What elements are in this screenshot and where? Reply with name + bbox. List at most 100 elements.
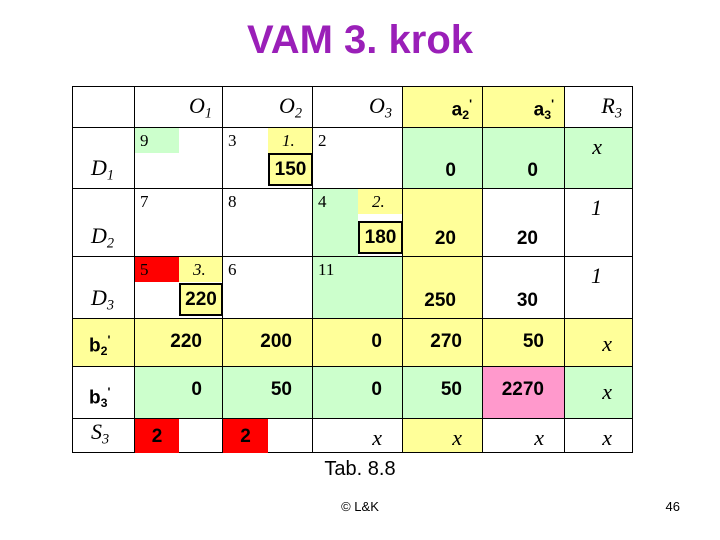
- table-cell: 4 2. 180: [312, 188, 403, 257]
- cell-value: 20: [516, 228, 538, 249]
- footer: © L&K: [341, 499, 379, 514]
- label-sup: ': [107, 384, 111, 399]
- cost: 7: [140, 192, 149, 211]
- cell-value: 1: [591, 195, 602, 220]
- column-header: O3: [369, 93, 392, 122]
- table-cell: R3: [564, 86, 633, 128]
- label-sup: ': [551, 97, 554, 111]
- red-cell: 2: [135, 419, 179, 453]
- label-base: O: [188, 93, 205, 118]
- cell-value: 30: [516, 290, 538, 311]
- cell-value: x: [602, 425, 612, 450]
- row-label: b2': [89, 333, 110, 358]
- red-cell: 2: [223, 419, 268, 453]
- row-label: D2: [91, 223, 114, 252]
- cost: 2: [318, 131, 327, 150]
- cost-cell: 4: [313, 189, 358, 214]
- table-cell: 0: [402, 127, 483, 189]
- table-cell: 2: [312, 127, 403, 189]
- order-cell: 2.: [358, 189, 403, 214]
- table-cell: 50: [402, 366, 483, 419]
- cost-cell: 2: [313, 128, 358, 153]
- table-cell: 0: [134, 366, 223, 419]
- amount-cell: 220: [179, 283, 223, 316]
- cost: 4: [318, 192, 327, 211]
- table-cell: 2: [134, 418, 223, 453]
- cost: 11: [318, 260, 335, 279]
- table-cell: 0: [482, 127, 565, 189]
- label-sub: 3: [106, 297, 115, 313]
- label-sup: ': [469, 97, 472, 111]
- label-sub: 1: [106, 167, 115, 183]
- table-cell: 11: [312, 256, 403, 319]
- cost-cell: 7: [135, 189, 179, 214]
- column-header: a3': [534, 97, 554, 122]
- table-cell: D1: [72, 127, 135, 189]
- label-sub: 3: [384, 105, 392, 122]
- table-cell: S3: [72, 418, 135, 453]
- label-sub: 2: [106, 235, 115, 251]
- row-label: S3: [91, 419, 109, 448]
- table-cell: x: [482, 418, 565, 453]
- table-cell: 20: [402, 188, 483, 257]
- order: 3.: [193, 260, 206, 279]
- table-cell: 200: [222, 318, 313, 367]
- label-sub: 3: [102, 431, 110, 447]
- cost: 8: [228, 192, 237, 211]
- column-header: O1: [189, 93, 212, 122]
- cell-value: 200: [260, 331, 292, 352]
- cell-value: x: [372, 425, 382, 450]
- table-cell: 3 1. 150: [222, 127, 313, 189]
- table-cell: O1: [134, 86, 223, 128]
- table-cell: 9: [134, 127, 223, 189]
- label-base: O: [278, 93, 295, 118]
- table-cell: 7: [134, 188, 223, 257]
- label-base: R: [601, 93, 615, 118]
- table-cell: 270: [402, 318, 483, 367]
- cell-value: x: [602, 331, 612, 356]
- cell-value: x: [602, 379, 612, 404]
- cost-cell: 3: [223, 128, 268, 153]
- cell-value: 50: [440, 379, 462, 400]
- label-sub: 2: [462, 108, 470, 123]
- table-cell: 2270: [482, 366, 565, 419]
- table-cell: 1: [564, 256, 633, 319]
- table-cell: 5 3. 220: [134, 256, 223, 319]
- table-cell: 220: [134, 318, 223, 367]
- column-header: O2: [279, 93, 302, 122]
- table-cell: O3: [312, 86, 403, 128]
- amount: 180: [364, 227, 397, 248]
- table-cell: 2: [222, 418, 313, 453]
- table-cell: x: [564, 127, 633, 189]
- table-cell: x: [564, 318, 633, 367]
- cell-value: 50: [270, 379, 292, 400]
- table-cell: x: [402, 418, 483, 453]
- label-base: b: [89, 335, 101, 357]
- row-label: D1: [91, 155, 114, 184]
- amount-cell: 150: [268, 153, 313, 186]
- label-base: S: [91, 418, 102, 444]
- table-cell: 6: [222, 256, 313, 319]
- table-cell: 50: [222, 366, 313, 419]
- cost-cell: 8: [223, 189, 268, 214]
- page-number: 46: [665, 499, 680, 514]
- table-cell: 1: [564, 188, 633, 257]
- cost-cell: 5: [135, 257, 179, 282]
- label-base: D: [91, 284, 107, 310]
- cell-value: 2: [151, 426, 163, 447]
- label-sup: ': [107, 332, 111, 347]
- cell-value: 20: [434, 228, 456, 249]
- cost: 6: [228, 260, 237, 279]
- table-cell: a3': [482, 86, 565, 128]
- cost-cell: 11: [313, 257, 358, 282]
- table-cell: D2: [72, 188, 135, 257]
- row-label: b3': [89, 385, 110, 410]
- table-cell: 20: [482, 188, 565, 257]
- cell-value: 0: [445, 160, 456, 181]
- table-cell: O2: [222, 86, 313, 128]
- cost: 5: [140, 260, 149, 279]
- order: 2.: [372, 192, 385, 211]
- cost-cell: 6: [223, 257, 268, 282]
